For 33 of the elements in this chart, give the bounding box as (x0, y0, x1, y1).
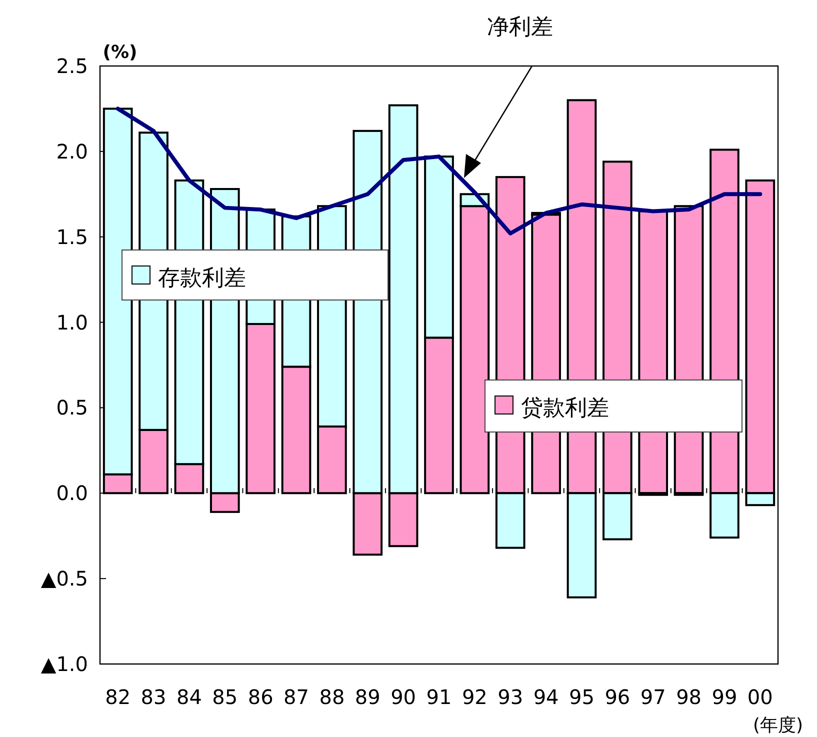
x-tick-label: 84 (176, 685, 202, 709)
x-tick-label: 87 (284, 685, 309, 709)
x-tick-label: 96 (604, 685, 630, 709)
y-tick-label: 2.5 (56, 54, 88, 78)
text: 净利差 (487, 15, 553, 40)
x-tick-label: 93 (498, 685, 524, 709)
y-tick-label: ▲1.0 (40, 652, 88, 676)
y-tick-label: ▲0.5 (40, 566, 88, 591)
x-tick-label: 83 (140, 685, 166, 709)
x-tick-label: 99 (712, 685, 738, 709)
x-tick-label: 94 (533, 685, 559, 709)
x-tick-label: 00 (747, 685, 773, 709)
y-tick-label: 1.0 (56, 310, 88, 334)
x-tick-label: 97 (640, 685, 666, 709)
x-tick-label: 82 (105, 685, 131, 709)
legend-label: 存款利差 (158, 266, 246, 291)
y-tick-label: 0.5 (56, 396, 88, 420)
y-tick-label: 0.0 (56, 481, 88, 506)
x-tick-label: 85 (212, 685, 238, 709)
y-axis-title: (%) (102, 42, 138, 63)
legend-label: 贷款利差 (521, 396, 609, 421)
x-axis-title: (年度) (752, 715, 804, 736)
x-tick-label: 90 (390, 685, 416, 709)
x-tick-label: 89 (354, 685, 380, 709)
x-tick-label: 98 (676, 685, 702, 709)
y-tick-label: 1.5 (56, 224, 88, 249)
x-tick-label: 92 (462, 685, 488, 709)
x-tick-label: 91 (426, 685, 452, 709)
line-series (116, 106, 762, 236)
y-tick-label: 2.0 (56, 139, 88, 164)
x-tick-label: 88 (319, 685, 345, 709)
x-tick-label: 86 (248, 685, 274, 709)
x-tick-label: 95 (569, 685, 594, 709)
